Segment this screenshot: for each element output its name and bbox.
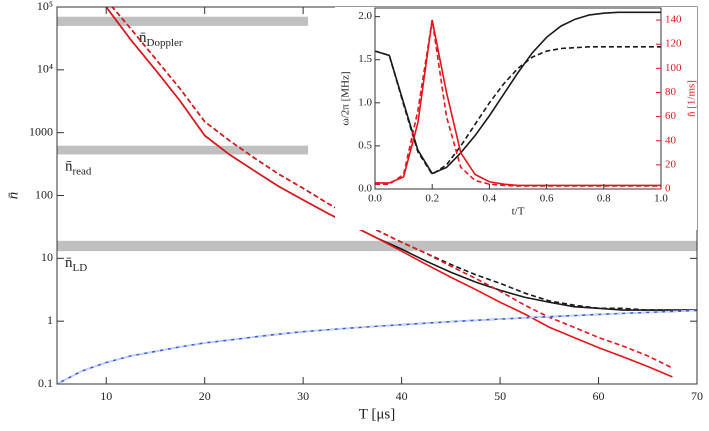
band-label: n̄LD (65, 256, 87, 274)
inset-x-tick-label: 0.2 (425, 193, 439, 205)
inset-x-tick-label: 0.8 (597, 193, 611, 205)
inset-y-tick-label: 1.5 (358, 53, 372, 65)
series-line (57, 309, 697, 384)
inset-y2-tick-label: 60 (665, 110, 677, 122)
inset-y-axis-label: ω/2π [MHz] (340, 71, 352, 125)
inset-y2-tick-label: 20 (665, 158, 677, 170)
x-tick-label: 10 (100, 389, 112, 403)
band-symbol: n̄ (139, 30, 147, 46)
series-line (375, 45, 661, 176)
inset-x-tick-label: 1.0 (654, 193, 668, 205)
band (57, 145, 309, 155)
band-subscript: Doppler (147, 36, 183, 48)
band-label: n̄read (65, 159, 92, 177)
inset-y-tick-label: 1.0 (358, 96, 372, 108)
inset-y2-tick-label: 80 (665, 86, 677, 98)
inset-x-tick-label: 0.6 (540, 193, 554, 205)
x-tick-label: 40 (396, 389, 408, 403)
x-tick-label: 70 (691, 389, 703, 403)
inset-y2-tick-label: 100 (665, 62, 682, 74)
y-tick-label: 100 (35, 187, 53, 201)
inset-y-tick-label: 0.5 (358, 139, 372, 151)
y-axis-label: n̄ (5, 192, 21, 200)
band-label: n̄Doppler (139, 30, 183, 48)
inset-y-tick-label: 0.0 (358, 183, 372, 195)
x-tick-label: 30 (297, 389, 309, 403)
series-line (375, 19, 661, 187)
y-tick-label: 1000 (29, 124, 53, 138)
series-line (105, 7, 673, 378)
x-axis-label: T [μs] (359, 406, 396, 422)
lines (57, 7, 697, 384)
inset-frame (374, 7, 662, 190)
y-tick-label: 0.1 (38, 376, 53, 390)
y-tick-label: 10⁵ (37, 0, 53, 13)
band-subscript: read (73, 165, 92, 177)
band-subscript: LD (73, 262, 88, 274)
y-tick-label: 10⁴ (37, 62, 53, 76)
lines (375, 11, 661, 187)
inset-y-tick-label: 2.0 (358, 10, 372, 22)
series-line (111, 7, 673, 369)
inset-y2-tick-label: 40 (665, 134, 677, 146)
inset-y2-axis-label: n̄̇ [1/ms] (686, 80, 698, 117)
y-tick-label: 10 (41, 250, 53, 264)
band-symbol: n̄ (65, 256, 73, 272)
band-symbol: n̄ (65, 159, 73, 175)
inset-y2-tick-label: 120 (665, 38, 682, 50)
x-tick-label: 60 (593, 389, 605, 403)
inset-background (335, 7, 697, 230)
band (57, 16, 309, 26)
series-line (57, 309, 697, 384)
inset-x-tick-label: 0.0 (368, 193, 382, 205)
inset-x-tick-label: 0.4 (483, 193, 497, 205)
band (57, 240, 697, 252)
inset-y2-tick-label: 0 (665, 183, 671, 195)
inset-x-axis-label: t/T (512, 206, 525, 218)
x-tick-label: 20 (199, 389, 211, 403)
y-tick-label: 1 (47, 313, 53, 327)
x-tick-label: 50 (494, 389, 506, 403)
inset-y2-tick-label: 140 (665, 14, 682, 26)
